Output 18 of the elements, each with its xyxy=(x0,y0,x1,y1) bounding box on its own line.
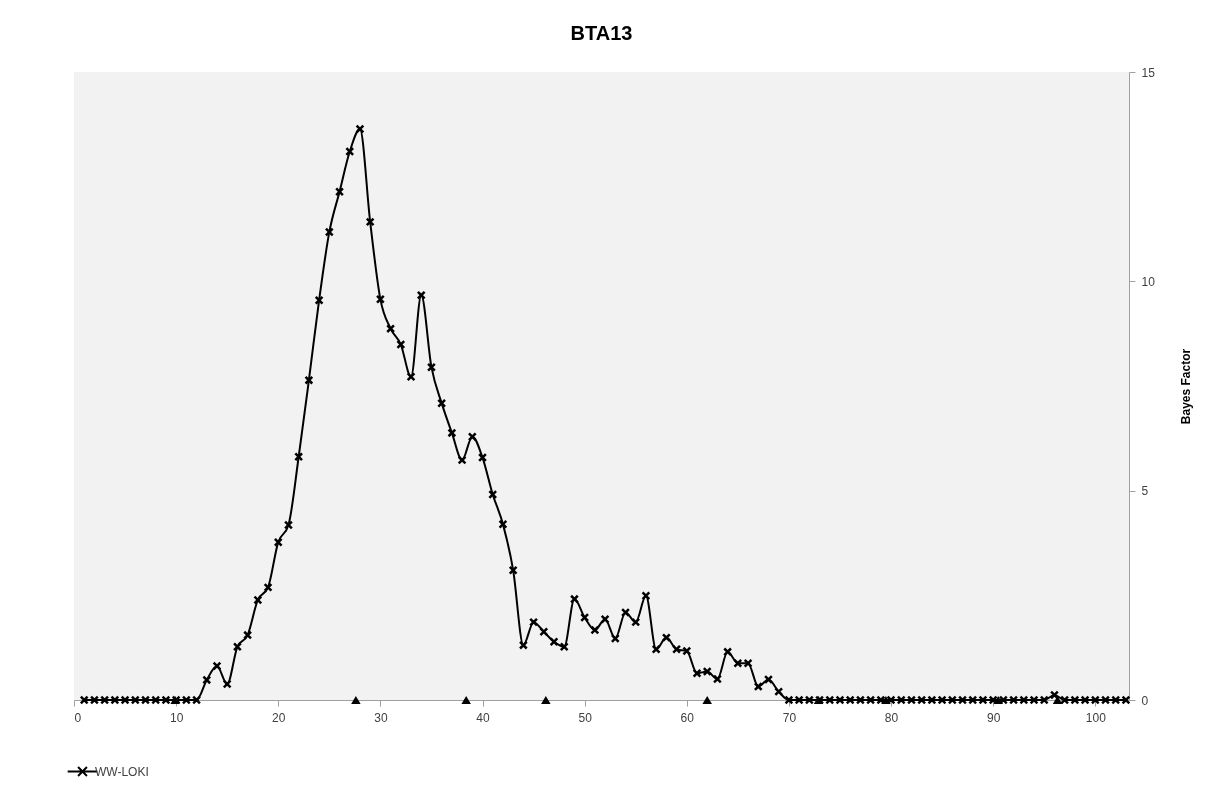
x-tick-label: 30 xyxy=(374,710,388,725)
y-tick-label: 10 xyxy=(1141,274,1156,289)
y-tick-label: 0 xyxy=(1141,693,1149,708)
x-tick-label: 40 xyxy=(476,710,491,725)
x-tick-label: 80 xyxy=(884,710,899,725)
x-tick-label: 60 xyxy=(680,710,695,725)
x-tick-label: 90 xyxy=(986,710,1001,725)
x-tick-label: 0 xyxy=(74,710,82,725)
chart-title: BTA13 xyxy=(570,22,633,44)
x-tick-label: 10 xyxy=(169,710,184,725)
x-tick-label: 20 xyxy=(272,710,286,725)
x-tick-label: 70 xyxy=(782,710,797,725)
y-axis-title: Bayes Factor xyxy=(1178,348,1193,425)
legend-label: WW-LOKI xyxy=(95,764,149,779)
x-tick-label: 100 xyxy=(1085,710,1107,725)
x-tick-label: 50 xyxy=(578,710,593,725)
y-tick-label: 15 xyxy=(1141,65,1156,80)
y-tick-label: 5 xyxy=(1141,484,1149,499)
